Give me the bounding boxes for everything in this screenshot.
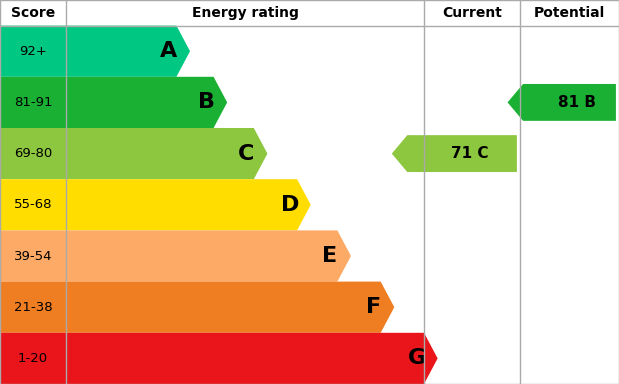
Polygon shape [392,135,517,172]
Text: Energy rating: Energy rating [192,6,298,20]
Text: 21-38: 21-38 [14,301,53,314]
Text: 55-68: 55-68 [14,198,53,211]
Polygon shape [0,179,311,230]
Text: B: B [197,93,215,113]
Text: 39-54: 39-54 [14,250,53,263]
Text: G: G [407,348,426,368]
Polygon shape [0,26,190,77]
Polygon shape [0,333,438,384]
Text: A: A [160,41,178,61]
Polygon shape [0,128,267,179]
Polygon shape [508,84,616,121]
Polygon shape [0,230,351,281]
Text: F: F [366,297,381,317]
Text: C: C [238,144,254,164]
Text: E: E [322,246,337,266]
Text: 92+: 92+ [19,45,47,58]
Polygon shape [0,281,394,333]
Text: 81 B: 81 B [558,95,596,110]
Text: D: D [280,195,299,215]
Text: Score: Score [11,6,55,20]
Text: 1-20: 1-20 [18,352,48,365]
Text: 81-91: 81-91 [14,96,53,109]
Text: 71 C: 71 C [451,146,488,161]
Text: Current: Current [442,6,502,20]
Polygon shape [0,77,227,128]
Text: 69-80: 69-80 [14,147,52,160]
Text: Potential: Potential [534,6,605,20]
